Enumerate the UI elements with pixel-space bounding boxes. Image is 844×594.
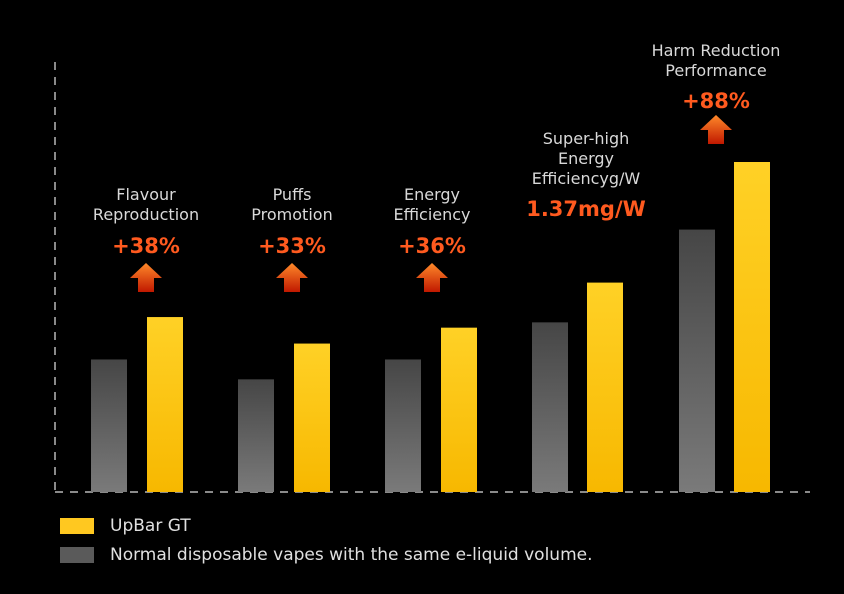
- percent-label-2: +36%: [398, 234, 466, 258]
- legend-item-normal: Normal disposable vapes with the same e-…: [60, 545, 593, 565]
- bar-normal-1: [238, 379, 274, 492]
- percent-label-0: +38%: [112, 234, 180, 258]
- bar-upbar-3: [587, 282, 623, 492]
- bar-upbar-1: [294, 343, 330, 492]
- legend-swatch-upbar: [60, 518, 94, 534]
- percent-label-3: 1.37mg/W: [526, 197, 646, 221]
- category-label-0-line-0: Flavour: [116, 185, 176, 204]
- category-label-4-line-0: Harm Reduction: [652, 41, 781, 60]
- category-label-0-line-1: Reproduction: [93, 205, 199, 224]
- bar-normal-2: [385, 359, 421, 492]
- legend-label-normal: Normal disposable vapes with the same e-…: [110, 545, 593, 565]
- category-label-4-line-1: Performance: [665, 61, 766, 80]
- category-label-3-line-2: Efficiencyg/W: [532, 169, 641, 188]
- bar-upbar-4: [734, 162, 770, 492]
- category-label-3-line-1: Energy: [558, 149, 614, 168]
- legend-label-upbar: UpBar GT: [110, 516, 191, 536]
- legend-swatch-normal: [60, 547, 94, 563]
- bar-normal-0: [91, 359, 127, 492]
- bar-upbar-2: [441, 327, 477, 492]
- category-label-1-line-0: Puffs: [273, 185, 312, 204]
- up-arrow-icon: [130, 263, 162, 292]
- legend-item-upbar: UpBar GT: [60, 516, 191, 536]
- up-arrow-icon: [276, 263, 308, 292]
- bar-normal-3: [532, 322, 568, 492]
- bar-upbar-0: [147, 317, 183, 492]
- category-label-1-line-1: Promotion: [251, 205, 332, 224]
- percent-label-1: +33%: [258, 234, 326, 258]
- category-label-2-line-1: Efficiency: [393, 205, 470, 224]
- percent-label-4: +88%: [682, 89, 750, 113]
- up-arrow-icon: [416, 263, 448, 292]
- category-label-2-line-0: Energy: [404, 185, 460, 204]
- up-arrow-icon: [700, 115, 732, 144]
- bar-normal-4: [679, 229, 715, 492]
- category-label-3-line-0: Super-high: [543, 129, 630, 148]
